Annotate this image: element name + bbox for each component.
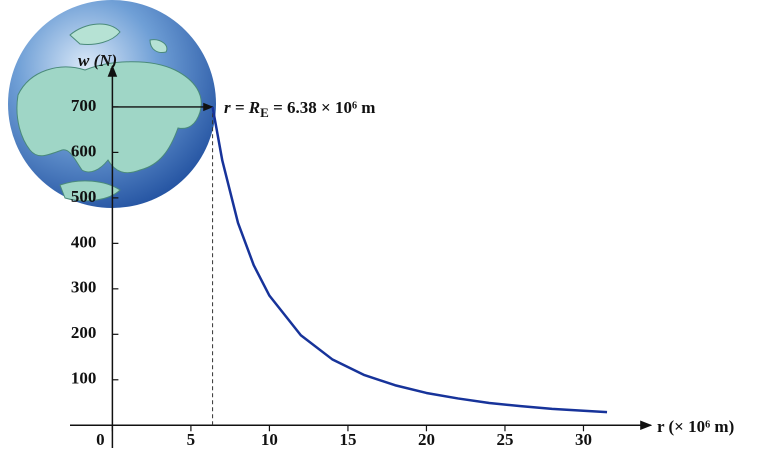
annotation-part: = 6.38 × 10⁶ m	[269, 98, 376, 117]
y-axis-label: w (N)	[78, 51, 117, 70]
y-tick-label: 500	[71, 187, 97, 206]
annotation-part: r = R	[224, 98, 260, 117]
x-tick-label: 5	[187, 430, 196, 449]
x-tick-label: 25	[496, 430, 513, 449]
y-tick-label: 600	[71, 141, 97, 160]
y-tick-label: 200	[71, 323, 97, 342]
y-tick-label: 100	[71, 369, 97, 388]
x-tick-label: 20	[418, 430, 435, 449]
x-tick-label: 0	[96, 430, 105, 449]
x-axis-label: r (× 10⁶ m)	[657, 417, 734, 436]
x-tick-label: 30	[575, 430, 592, 449]
x-tick-label: 10	[261, 430, 278, 449]
curve	[211, 106, 608, 414]
y-tick-label: 700	[71, 96, 97, 115]
y-tick-label: 400	[71, 232, 97, 251]
annotation-part: E	[260, 105, 269, 120]
y-tick-label: 300	[71, 278, 97, 297]
annotation: r = RE = 6.38 × 10⁶ m	[224, 98, 375, 120]
x-tick-label: 15	[339, 430, 356, 449]
